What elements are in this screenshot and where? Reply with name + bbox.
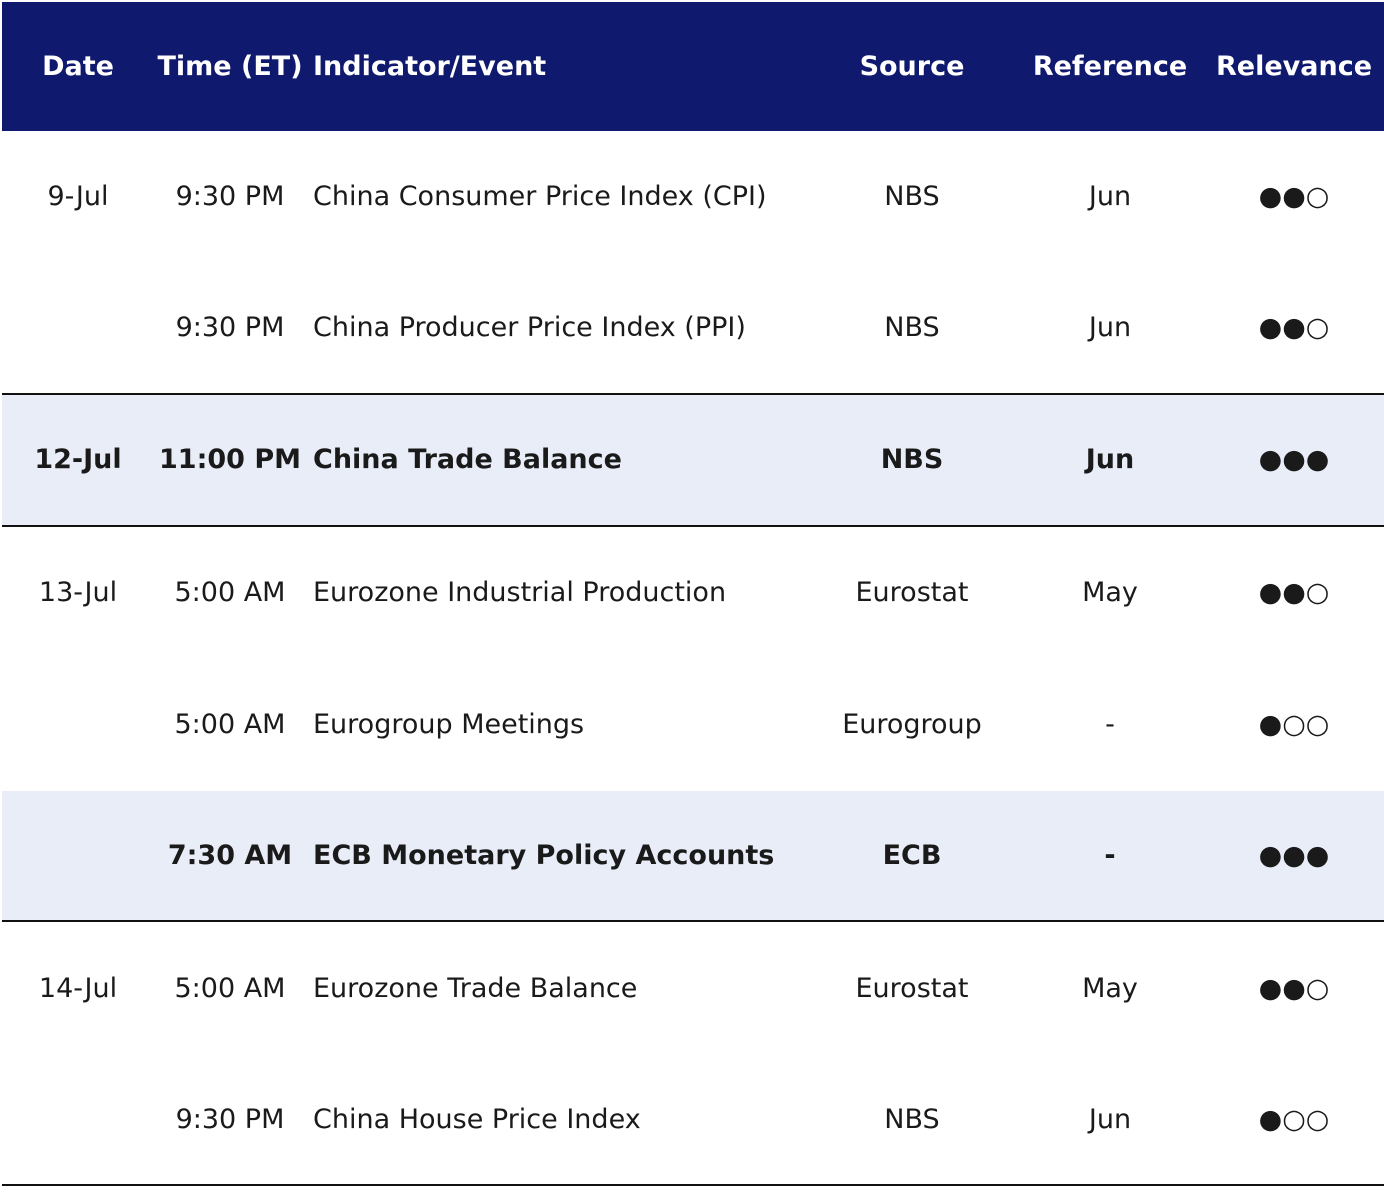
event-cell: Eurogroup Meetings: [313, 709, 585, 741]
event-cell: China Trade Balance: [313, 444, 622, 476]
relevance-cell: ●●○: [1258, 312, 1330, 344]
time-cell: 9:30 PM: [175, 181, 285, 213]
relevance-cell: ●●○: [1258, 972, 1330, 1004]
source-cell: NBS: [880, 444, 944, 476]
relevance-cell: ●●●: [1258, 839, 1330, 871]
reference-cell: Jun: [1088, 1103, 1132, 1135]
date-cell: 9-Jul: [47, 181, 109, 213]
event-cell: China Producer Price Index (PPI): [313, 312, 746, 344]
date-cell: 13-Jul: [38, 577, 118, 609]
relevance-cell: ●○○: [1258, 1103, 1330, 1135]
header-cell: Date: [42, 51, 114, 82]
reference-cell: Jun: [1085, 444, 1135, 476]
time-cell: 5:00 AM: [174, 577, 286, 609]
event-cell: China House Price Index: [313, 1103, 641, 1135]
reference-cell: -: [1105, 709, 1115, 741]
table-row: 9:30 PM China Producer Price Index (PPI) N…: [2, 263, 1384, 395]
table-row: 5:00 AM Eurogroup Meetings Eurogroup - ●○○: [2, 659, 1384, 791]
event-cell: Eurozone Trade Balance: [313, 972, 638, 1004]
header-cell: Relevance: [1215, 51, 1373, 82]
source-cell: NBS: [884, 312, 940, 344]
table-row: 7:30 AM ECB Monetary Policy Accounts ECB - ●…: [2, 790, 1384, 923]
relevance-cell: ●●●: [1258, 444, 1330, 476]
reference-cell: May: [1082, 577, 1138, 609]
table-header: Date Time (ET) Indicator/Event Source Refere…: [2, 2, 1384, 131]
time-cell: 9:30 PM: [175, 312, 285, 344]
event-cell: China Consumer Price Index (CPI): [313, 181, 767, 213]
time-cell: 5:00 AM: [174, 709, 286, 741]
date-cell: 12-Jul: [34, 444, 122, 476]
relevance-cell: ●●○: [1258, 577, 1330, 609]
source-cell: ECB: [882, 839, 942, 871]
source-cell: Eurostat: [855, 577, 969, 609]
date-cell: 14-Jul: [38, 972, 118, 1004]
table-row: 13-Jul 5:00 AM Eurozone Industrial Product…: [2, 527, 1384, 659]
header-cell: Source: [859, 51, 965, 82]
time-cell: 5:00 AM: [174, 972, 286, 1004]
time-cell: 7:30 AM: [167, 839, 293, 871]
source-cell: Eurogroup: [842, 709, 982, 741]
time-cell: 9:30 PM: [175, 1103, 285, 1135]
source-cell: Eurostat: [855, 972, 969, 1004]
header-cell: Indicator/Event: [313, 51, 547, 82]
reference-cell: Jun: [1088, 312, 1132, 344]
table-row: 9-Jul 9:30 PM China Consumer Price Index (…: [2, 131, 1384, 263]
source-cell: NBS: [884, 1103, 940, 1135]
relevance-cell: ●○○: [1258, 709, 1330, 741]
event-cell: Eurozone Industrial Production: [313, 577, 727, 609]
reference-cell: Jun: [1088, 181, 1132, 213]
header-cell: Reference: [1032, 51, 1188, 82]
table-row: 12-Jul 11:00 PM China Trade Balance NBS Jun ●…: [2, 394, 1384, 527]
reference-cell: May: [1082, 972, 1138, 1004]
reference-cell: -: [1104, 839, 1116, 871]
table-row: 9:30 PM China House Price Index NBS Jun ●○○: [2, 1054, 1384, 1187]
table-row: 14-Jul 5:00 AM Eurozone Trade Balance Euros…: [2, 922, 1384, 1054]
source-cell: NBS: [884, 181, 940, 213]
header-cell: Time (ET): [157, 51, 303, 82]
relevance-cell: ●●○: [1258, 181, 1330, 213]
event-cell: ECB Monetary Policy Accounts: [313, 839, 775, 871]
time-cell: 11:00 PM: [159, 444, 302, 476]
